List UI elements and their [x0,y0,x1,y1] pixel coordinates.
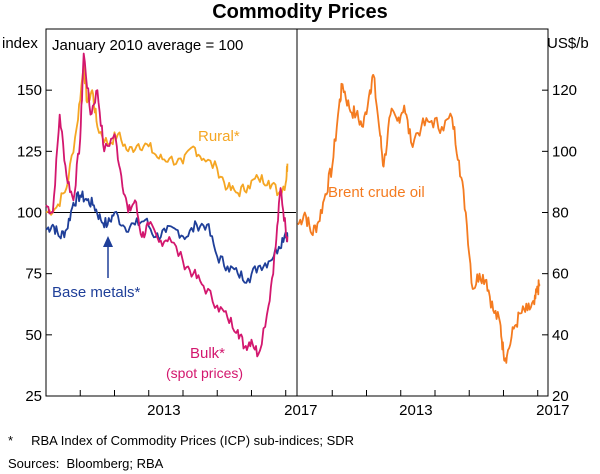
right-y-tick-label: 100 [552,143,577,160]
right-y-tick-label: 40 [552,327,569,344]
left-x-tick-label: 2017 [284,402,317,419]
left-y-tick-label: 125 [17,143,42,160]
right-x-tick-label: 2013 [399,402,432,419]
left-y-tick-label: 50 [25,327,42,344]
label-bulk: Bulk* [190,345,225,362]
left-y-tick-label: 25 [25,388,42,405]
label-bulk-sub: (spot prices) [166,365,243,381]
right-y-tick-label: 20 [552,388,569,405]
left-axis-unit: index [2,35,38,52]
left-y-tick-label: 150 [17,82,42,99]
series-line-rural [45,64,289,216]
left-x-tick-label: 2013 [147,402,180,419]
right-y-tick-label: 80 [552,205,569,222]
series-line-brent [297,74,541,364]
left-y-tick-label: 75 [25,266,42,283]
series-line-bulk [45,52,289,358]
label-base-metals: Base metals* [52,284,141,301]
chart-title: Commodity Prices [212,1,388,23]
label-brent: Brent crude oil [328,184,425,201]
panel-note: January 2010 average = 100 [52,37,243,54]
right-axis-unit: US$/b [547,35,589,52]
series-line-base-metals [45,190,289,284]
footnote-icp: * RBA Index of Commodity Prices (ICP) su… [8,433,354,448]
footnote-sources: Sources: Bloomberg; RBA [8,456,164,471]
right-x-tick-label: 2017 [536,402,569,419]
label-rural: Rural* [198,128,240,145]
right-y-tick-label: 120 [552,82,577,99]
right-y-tick-label: 60 [552,266,569,283]
base-metals-arrow-head [103,236,113,247]
left-y-tick-label: 100 [17,205,42,222]
